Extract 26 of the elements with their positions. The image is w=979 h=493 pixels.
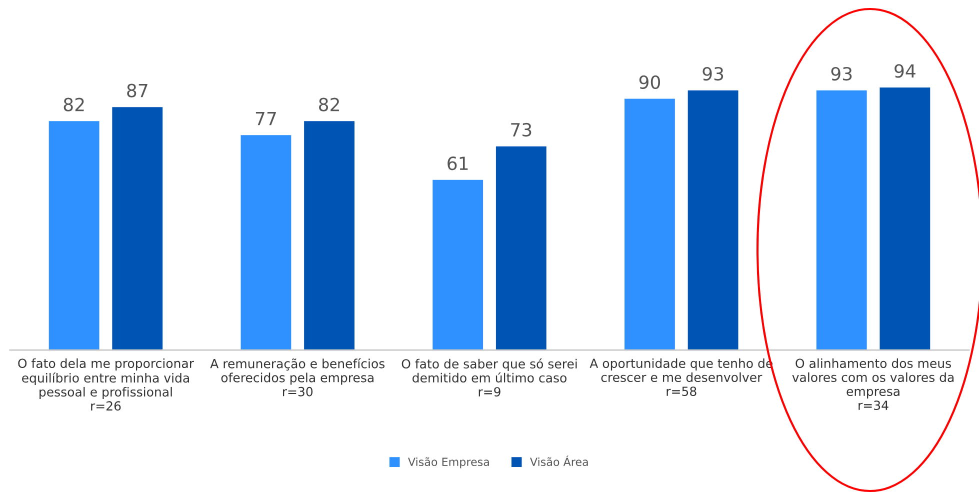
data-label: 90 — [639, 75, 660, 89]
bar — [110, 106, 164, 350]
data-label: 77 — [256, 112, 276, 126]
data-label: 87 — [127, 84, 148, 98]
bar — [302, 120, 356, 350]
bar — [47, 120, 101, 350]
bar — [239, 134, 293, 350]
data-label: 82 — [319, 98, 339, 112]
bar — [686, 88, 740, 350]
x-tick-label: O fato dela me proporcionar equilíbrio entre minha vida pessoal e profissional r=26 — [18, 358, 194, 411]
bar — [815, 88, 868, 350]
bar — [878, 86, 932, 350]
x-tick-label: O alinhamento dos meus valores com os valores da empresa r=34 — [792, 358, 954, 410]
data-label: 94 — [894, 64, 916, 78]
data-label: 93 — [702, 66, 724, 81]
bar — [431, 178, 484, 350]
bar — [494, 144, 548, 350]
data-label: 82 — [64, 98, 84, 112]
x-tick-label: A remuneração e benefícios oferecidos pela empresa r=30 — [210, 358, 385, 396]
bar — [623, 97, 676, 350]
data-label: 93 — [831, 66, 852, 81]
data-label: 73 — [511, 122, 532, 137]
legend-label: Visão Área — [530, 456, 588, 466]
x-tick-label: O fato de saber que só serei demitido em último caso r=9 — [402, 358, 577, 397]
legend-label: Visão Empresa — [408, 457, 489, 468]
data-label: 61 — [448, 156, 468, 170]
